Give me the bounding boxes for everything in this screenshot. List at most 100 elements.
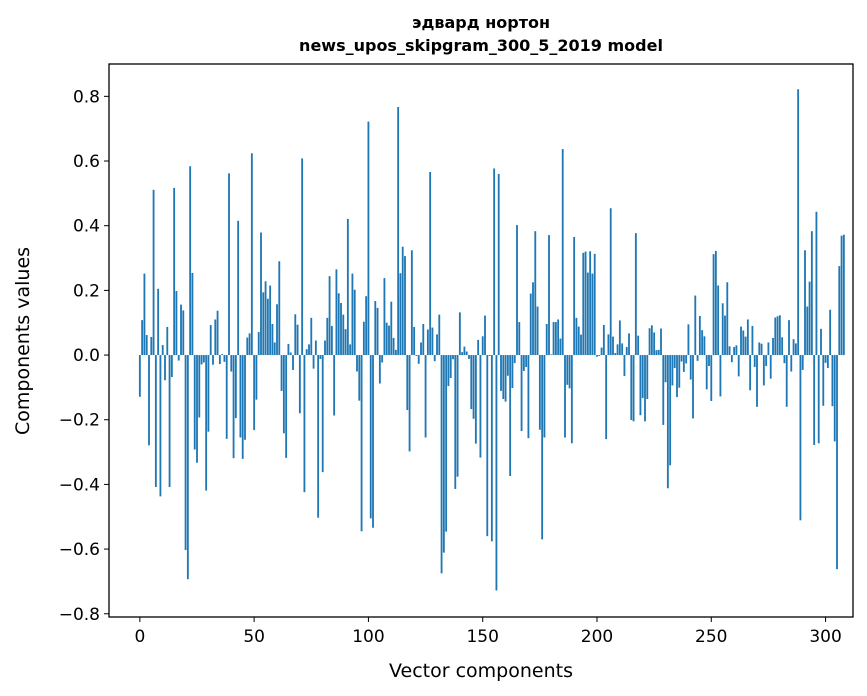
bar [513,355,516,364]
bar [696,355,699,361]
bar [804,250,806,356]
bar [266,298,269,356]
bar [557,319,560,356]
bar [376,307,379,356]
bar [573,237,576,356]
bar [598,355,601,357]
bar [314,340,317,356]
bar [225,355,228,439]
bar [335,269,338,356]
bar [374,301,377,356]
bar [388,325,390,356]
bar [493,168,496,356]
bar [730,355,733,363]
bar [721,303,724,356]
bar [751,325,754,356]
bar [541,355,544,540]
bar [276,304,278,356]
bar [632,355,635,422]
bar [426,329,429,356]
bar [358,355,361,401]
bar [765,355,768,367]
bar [484,315,486,356]
bar [312,355,315,369]
bar [657,349,660,356]
bar [545,324,548,356]
bar [586,272,589,356]
bar [842,234,845,356]
bar [564,355,566,438]
bar [410,250,413,356]
bar [582,252,585,356]
bar [666,355,669,489]
bar [602,324,605,356]
plot-frame [108,63,854,618]
bar [673,355,676,368]
x-axis: 0 50 100 150 200 250 300 [134,617,842,647]
bar [801,355,804,370]
bar [609,208,612,356]
bar [669,355,672,466]
bar [296,324,299,356]
bar [292,355,294,370]
bar [682,355,685,372]
bar [367,121,370,356]
bar [285,355,288,458]
bar [431,327,434,356]
bar [383,278,386,356]
bar [248,333,251,356]
bar [244,355,246,440]
bar [687,324,690,356]
bar [340,302,342,356]
y-tick-label: 0.4 [73,217,100,237]
bar [728,346,731,356]
bar [516,225,518,356]
bar [271,324,274,356]
bar [399,273,402,356]
bar [552,322,555,356]
bar [836,355,838,570]
bar [440,355,443,574]
bar [452,355,454,360]
bar [676,355,678,398]
bar [168,355,171,487]
bar [646,355,649,400]
bar [680,355,683,362]
bar [618,320,621,356]
bar [712,254,715,356]
bar [303,355,306,493]
bar [287,344,290,356]
bar [269,285,272,356]
bar [218,355,221,365]
bar [548,235,550,356]
x-tick-label: 250 [695,627,727,647]
bar [655,350,658,356]
bar [310,317,313,356]
bar [831,355,834,407]
bar [333,355,336,416]
bar [561,149,564,356]
bar [166,326,169,356]
bar [776,316,779,356]
bar [710,355,713,401]
bar [180,304,182,356]
bar [500,355,502,391]
bar [472,355,475,419]
bar [637,335,640,356]
bar [792,339,795,356]
bar [534,231,537,356]
bar [152,189,155,356]
bar [829,309,832,356]
bar [369,355,372,519]
bar [634,233,637,356]
bar [424,355,427,438]
y-tick-label: 0.6 [73,152,100,172]
bar [806,306,809,356]
bar [422,324,425,356]
bar [575,317,578,356]
bar [273,342,276,356]
bar [141,320,144,356]
bar [813,355,816,445]
y-tick-label: −0.2 [59,411,100,431]
bar [246,337,249,356]
